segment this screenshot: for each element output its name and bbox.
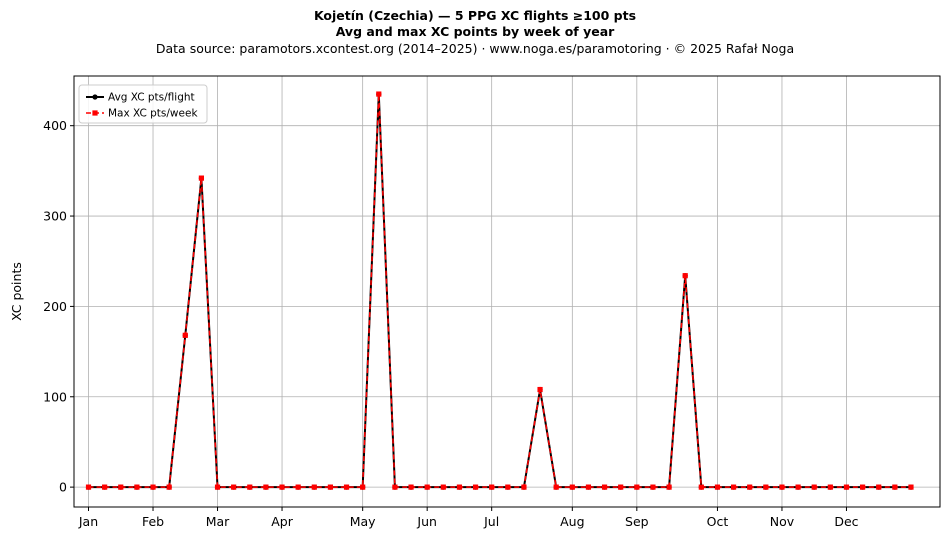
x-tick-label: Mar [206, 514, 230, 529]
chart-titles: Kojetín (Czechia) — 5 PPG XC flights ≥10… [0, 8, 950, 58]
grid-lines [74, 76, 940, 507]
max-point [521, 484, 527, 490]
max-point [779, 484, 785, 490]
max-point [859, 484, 866, 490]
chart-source-line: Data source: paramotors.xcontest.org (20… [155, 41, 795, 56]
max-point [569, 484, 575, 490]
x-tick-label: Jul [483, 514, 499, 529]
max-point [263, 484, 269, 490]
max-point [134, 484, 140, 490]
max-point [843, 484, 850, 490]
max-point [714, 484, 721, 490]
max-point [392, 484, 398, 490]
max-point [601, 484, 608, 490]
max-point [231, 484, 237, 490]
max-point [327, 484, 334, 490]
max-point [489, 484, 495, 490]
max-point [295, 484, 301, 490]
max-point [682, 273, 688, 279]
legend-avg-label: Avg XC pts/flight [108, 92, 195, 104]
max-point [376, 91, 382, 97]
max-point [424, 484, 430, 490]
max-point [763, 484, 769, 490]
x-tick-label: Jan [78, 514, 98, 529]
max-point [472, 484, 479, 490]
max-point [198, 175, 205, 181]
x-tick-label: Feb [142, 514, 164, 529]
y-tick-label: 200 [43, 299, 67, 314]
x-tick-label: May [350, 514, 376, 529]
max-point [505, 484, 511, 490]
max-point [150, 484, 156, 490]
max-point [166, 484, 172, 490]
max-point [553, 484, 559, 490]
legend: Avg XC pts/flight Max XC pts/week [78, 84, 208, 124]
max-point [440, 484, 446, 490]
max-point [666, 484, 672, 490]
y-tick-label: 400 [43, 118, 67, 133]
chart-title: Kojetín (Czechia) — 5 PPG XC flights ≥10… [313, 8, 637, 23]
y-tick-label: 300 [43, 209, 67, 224]
max-point [247, 484, 253, 490]
legend-avg-marker [92, 94, 98, 100]
max-point [827, 484, 833, 490]
max-point [102, 484, 108, 490]
x-tick-label: Dec [834, 514, 858, 529]
y-axis-label: XC points [9, 262, 24, 321]
max-point [876, 484, 882, 490]
max-point [811, 484, 817, 490]
max-point [118, 484, 124, 490]
series-avg [85, 91, 914, 490]
max-point [408, 484, 414, 490]
x-tick-label: Apr [271, 514, 293, 529]
y-tick-label: 100 [43, 389, 67, 404]
max-point [698, 484, 704, 490]
avg-series-line [88, 93, 911, 489]
x-tick-label: Nov [770, 514, 795, 529]
max-point [747, 484, 753, 490]
max-point [795, 484, 801, 490]
max-point [892, 484, 898, 490]
x-tick-label: Oct [707, 514, 729, 529]
max-point [311, 484, 317, 490]
max-point [182, 332, 188, 338]
max-series-line [88, 93, 911, 488]
max-point [650, 484, 656, 490]
x-tick-label: Aug [560, 514, 584, 529]
max-point [343, 484, 350, 490]
chart-subtitle: Avg and max XC points by week of year [335, 24, 615, 39]
max-point [537, 386, 543, 393]
legend-box [78, 84, 208, 124]
max-point [85, 484, 92, 490]
max-point [908, 484, 914, 490]
x-tick-label: Sep [625, 514, 649, 529]
max-point [279, 484, 285, 490]
plot-frame [73, 75, 941, 508]
max-point [360, 484, 366, 490]
max-point [730, 484, 737, 490]
ticks: Jan Feb Mar Apr May Jun Jul Aug Sep Oct Nov Dec 0 100… [43, 118, 859, 529]
y-tick-label: 0 [59, 480, 67, 495]
max-point [214, 484, 221, 490]
series-max [85, 91, 914, 490]
legend-max-marker [92, 110, 98, 116]
max-point [634, 484, 640, 490]
x-tick-label: Jun [416, 514, 437, 529]
max-point [456, 484, 463, 490]
max-point [618, 484, 624, 490]
legend-max-label: Max XC pts/week [108, 108, 198, 120]
max-point [585, 484, 592, 490]
